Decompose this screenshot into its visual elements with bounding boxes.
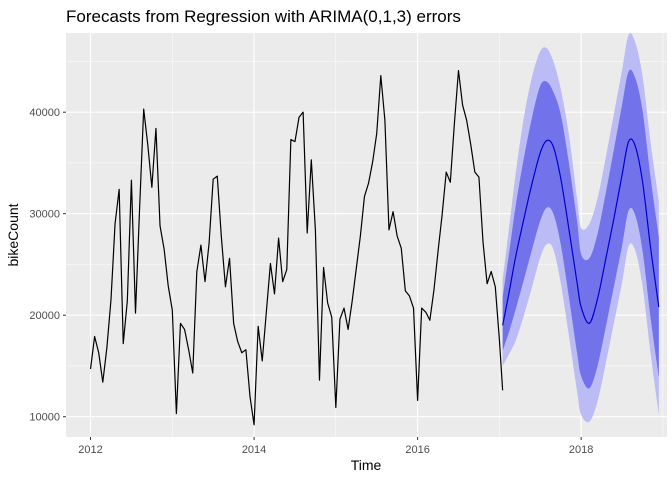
y-tick-label: 30000	[29, 209, 60, 221]
chart-title: Forecasts from Regression with ARIMA(0,1…	[66, 7, 461, 26]
forecast-mean-line	[502, 138, 660, 326]
x-tick-label: 2016	[405, 444, 429, 456]
y-axis-title: bikeCount	[5, 203, 21, 266]
series-lines	[89, 69, 660, 426]
y-tick-label: 10000	[29, 412, 60, 424]
x-tick-label: 2012	[78, 444, 102, 456]
x-tick-label: 2018	[569, 444, 593, 456]
x-tick-label: 2014	[242, 444, 266, 456]
y-tick-label: 20000	[29, 310, 60, 322]
y-tick-label: 40000	[29, 107, 60, 119]
history-line	[89, 69, 504, 426]
grid	[66, 33, 667, 437]
y-axis: 10000 20000 30000 40000	[29, 107, 66, 424]
x-axis: 2012 2014 2016 2018	[78, 437, 593, 456]
x-axis-title: Time	[351, 457, 382, 473]
